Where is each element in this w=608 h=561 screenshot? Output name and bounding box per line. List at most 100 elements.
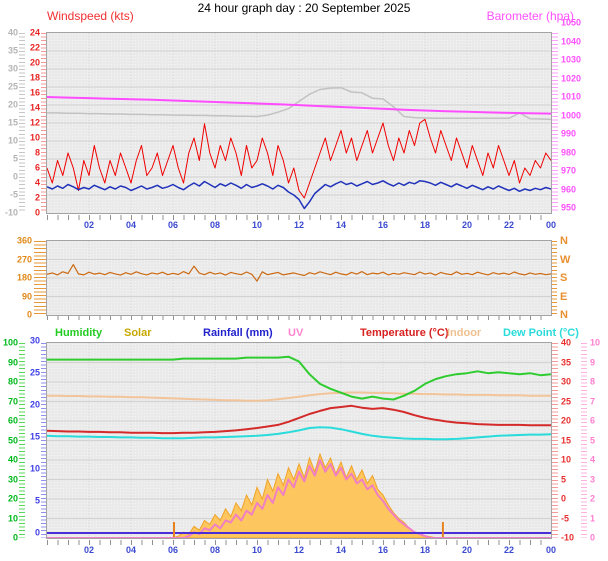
compass-axis-label: W [560,253,571,266]
compass-axis-label: S [560,272,568,284]
humidity-axis-label: 10 [7,513,18,523]
bottom-x-axis-label: 14 [335,545,347,555]
top-x-axis-label: 18 [419,220,431,230]
rainfall-axis-label: 5 [34,495,40,506]
rainfall-axis-label: 25 [29,367,40,378]
windspeed-axis-label: 18 [29,72,40,83]
top-x-axis-label: 12 [293,220,305,230]
legend-temperature: Temperature (°C) [360,327,449,339]
barometer-axis-label: 980 [561,147,577,157]
gray-scale-axis-label: 0 [12,171,18,182]
temperature-axis-ticks [552,343,558,538]
gray-scale-axis: 40 35 30 25 20 15 10 5 0 -5 -10 [0,28,18,217]
gray-scale-axis-ticks [19,33,25,213]
uv-axis-label: 7 [590,396,596,406]
uv-axis-label: 4 [590,454,596,465]
humidity-axis-label: 30 [7,474,18,484]
wind-direction-axis-label: 180 [16,272,32,283]
uv-axis-label: 1 [590,513,596,523]
rainfall-axis-label: 30 [29,335,40,346]
humidity-axis-ticks [19,343,25,538]
temperature-axis-label: 25 [561,396,572,406]
windspeed-axis-label: 22 [29,42,40,53]
windspeed-axis-label: 6 [34,162,40,173]
windspeed-barometer-chart [47,33,551,213]
compass-axis-label: N [560,235,568,247]
windspeed-axis-label: 14 [29,102,40,113]
barometer-axis-label: 1010 [561,91,582,102]
uv-axis-label: 2 [590,493,596,504]
gray-scale-axis-label: 10 [7,135,18,146]
barometer-axis: 1050 1040 1030 1020 1010 1000 990 980 970 960 950 [561,18,593,212]
bottom-x-axis: 02 04 06 08 10 12 14 16 18 20 22 00 [47,545,556,557]
top-x-axis-label: 02 [83,220,95,230]
uv-axis-label: 0 [590,532,596,543]
gray-scale-axis-label: -10 [4,207,18,218]
top-x-axis-label: 10 [251,220,263,230]
wind-direction-axis-label: 90 [21,291,32,301]
uv-axis: 10 9 8 7 6 5 4 3 2 1 0 [590,338,604,542]
bottom-x-axis-label: 10 [251,545,263,555]
rainfall-axis-label: 0 [34,527,40,538]
wind-direction-axis-label: 270 [16,254,32,264]
gray-scale-axis-label: 15 [7,117,18,128]
page-title: 24 hour graph day : 20 September 2025 [197,1,411,15]
bottom-x-axis-label: 06 [167,545,179,555]
uv-axis-label: 8 [590,376,596,387]
humidity-axis-label: 90 [7,357,18,367]
legend-uv: UV [288,327,304,339]
climate-plot [46,342,552,539]
windspeed-axis-label: 0 [34,207,40,218]
wind-direction-plot [46,240,552,316]
bottom-x-axis-label: 02 [83,545,95,555]
windspeed-axis-title: Windspeed (kts) [47,9,134,23]
gray-scale-axis-label: 5 [12,153,18,164]
top-x-axis-label: 06 [167,220,179,230]
wind-direction-axis: 360 270 180 90 0 [8,236,32,319]
barometer-axis-label: 1000 [561,110,582,120]
middle-x-axis-ticks [47,316,551,320]
top-x-axis-label: 14 [335,220,347,230]
rainfall-axis-label: 15 [29,431,40,442]
bottom-x-axis-label: 08 [209,545,221,555]
temperature-axis-label: 30 [561,376,572,387]
barometer-axis-title: Barometer (hpa) [486,9,574,23]
uv-axis-label: 5 [590,435,596,445]
windspeed-axis-label: 8 [34,147,40,158]
uv-axis-label: 10 [590,337,601,348]
temperature-axis-label: 40 [561,337,572,348]
gray-scale-axis-label: 35 [7,45,18,56]
humidity-axis-label: 80 [7,376,18,387]
humidity-axis-label: 0 [12,532,18,543]
top-x-axis: 02 04 06 08 10 12 14 16 18 20 22 00 [47,220,556,232]
wind-direction-axis-label: 0 [26,309,32,320]
humidity-axis-label: 40 [7,454,18,465]
bottom-x-axis-label: 22 [503,545,515,555]
windspeed-axis-label: 12 [29,117,40,128]
bottom-x-axis-label: 12 [293,545,305,555]
humidity-axis-label: 50 [7,435,18,445]
compass-axis-label: E [560,290,568,303]
top-x-axis-label: 00 [545,220,557,230]
bottom-x-axis-label: 20 [461,545,473,555]
windspeed-axis: 24 22 20 18 16 14 12 10 8 6 4 2 0 [22,28,40,217]
temperature-axis: 40 35 30 25 20 15 10 5 0 -5 -10 [561,338,585,542]
humidity-axis-label: 60 [7,415,18,426]
windspeed-axis-label: 16 [29,87,40,98]
temperature-axis-label: 15 [561,435,572,445]
compass-axis-ticks [552,241,557,315]
legend-indoor: Indoor [447,327,482,339]
bottom-x-axis-ticks [47,540,551,545]
top-x-axis-label: 20 [461,220,473,230]
temperature-axis-label: -10 [561,532,575,543]
uv-axis-label: 6 [590,415,596,426]
temperature-axis-label: 10 [561,454,572,465]
temperature-axis-label: -5 [561,513,570,523]
windspeed-axis-label: 24 [29,27,40,38]
windspeed-axis-label: 10 [29,132,40,143]
barometer-axis-label: 990 [561,128,577,139]
gray-scale-axis-label: 25 [7,81,18,92]
legend-humidity: Humidity [55,327,103,339]
